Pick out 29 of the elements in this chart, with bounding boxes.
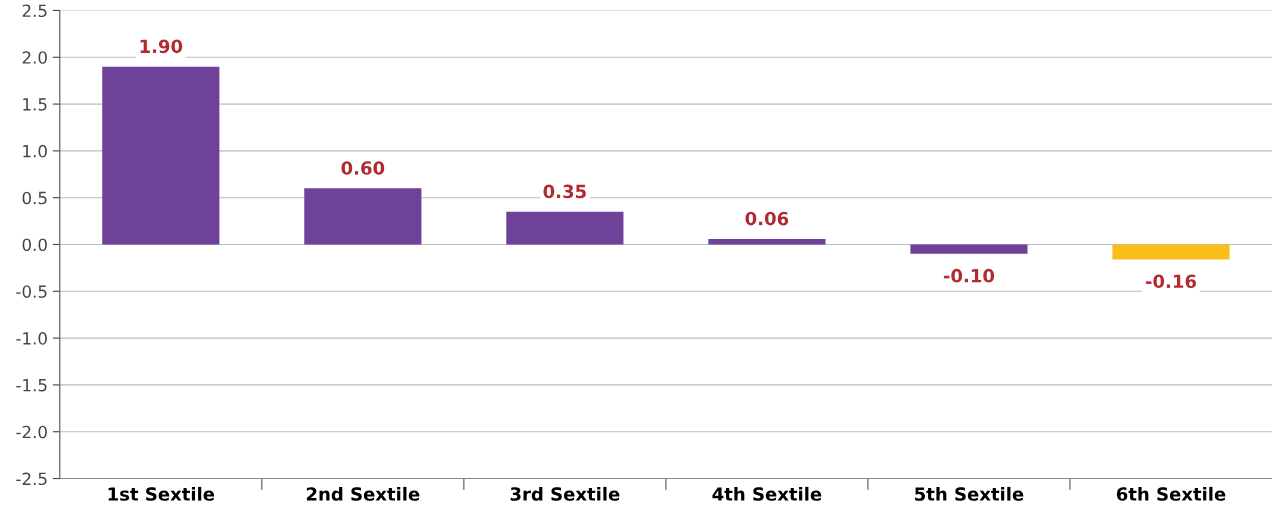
bar: [708, 238, 826, 245]
y-tick-label: -0.5: [16, 285, 47, 298]
x-tick-label: 1st Sextile: [108, 486, 215, 501]
x-tick-label: 2nd Sextile: [306, 486, 420, 501]
data-label: -0.16: [1145, 274, 1197, 289]
y-tick-label: 2.0: [22, 51, 47, 64]
x-tick-label: 3rd Sextile: [510, 486, 620, 501]
bar: [910, 244, 1028, 254]
bar: [304, 188, 422, 245]
x-tick-label: 6th Sextile: [1116, 486, 1226, 501]
y-tick-label: -1.0: [16, 332, 47, 345]
y-tick-label: 1.0: [23, 144, 47, 158]
y-tick-label: -1.5: [16, 379, 47, 392]
data-label: 0.35: [543, 184, 586, 199]
y-tick-label: -2.5: [16, 472, 47, 486]
x-tick-label: 4th Sextile: [712, 486, 822, 501]
y-tick-label: 0.5: [22, 191, 47, 205]
y-tick-label: -2.0: [16, 425, 47, 439]
bar: [102, 66, 220, 245]
data-label: 0.06: [745, 211, 789, 226]
data-label: -0.10: [943, 268, 995, 283]
data-label: 1.90: [140, 39, 183, 54]
x-tick-label: 5th Sextile: [915, 486, 1024, 501]
y-tick-label: 2.5: [22, 4, 47, 18]
data-label: 0.60: [341, 161, 385, 175]
y-tick-label: 1.5: [23, 98, 47, 111]
y-tick-label: 0.0: [22, 238, 47, 252]
bar: [506, 211, 624, 245]
bar: [1112, 244, 1230, 260]
